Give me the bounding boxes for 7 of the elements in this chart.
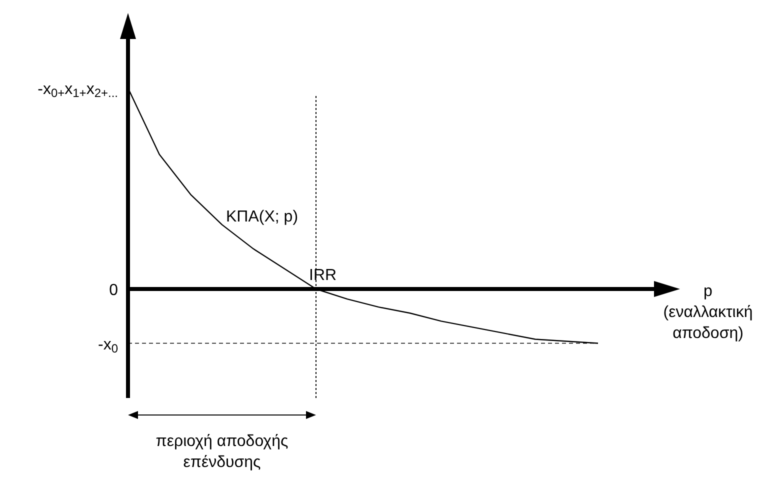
x-axis-title: p (εναλλακτική αποδοση) xyxy=(663,283,753,342)
text: 0 xyxy=(109,282,118,299)
ref-line-label: -x$_{0}$ xyxy=(98,336,118,356)
text: -x$_{0+}$x$_{1+}$x$_{2+...}$ xyxy=(38,81,118,100)
series-label: ΚΠΑ(X; p) xyxy=(226,208,298,226)
text: περιοχή αποδοχής επένδυσης xyxy=(156,433,288,471)
annotation: IRR xyxy=(309,267,337,284)
